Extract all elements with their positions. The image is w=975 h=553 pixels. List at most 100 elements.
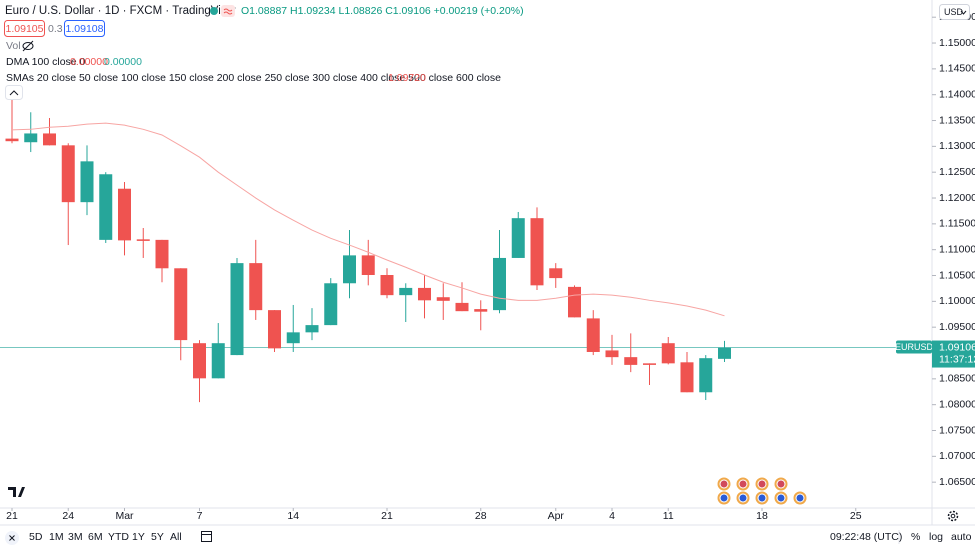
settings-icon[interactable] (947, 510, 959, 522)
buy-button[interactable] (64, 20, 105, 37)
candle-body (80, 161, 94, 203)
x-tick-label: Apr (548, 510, 565, 522)
auto-toggle[interactable]: auto (951, 531, 972, 543)
y-tick-label: 1.13500 (939, 114, 975, 126)
candle-body (605, 350, 619, 358)
sell-button[interactable] (4, 20, 45, 37)
candle-body (455, 302, 469, 312)
candle-body (61, 145, 75, 203)
candle-body (324, 283, 338, 326)
y-tick-label: 1.11000 (939, 243, 975, 255)
spread: 0.3 (48, 23, 63, 35)
x-tick-label: 21 (381, 510, 393, 522)
range-button[interactable]: 3M (68, 531, 83, 543)
sma-value: 1.09720 (388, 72, 426, 84)
symbol-label: EURUSD (895, 342, 934, 352)
x-tick-label: 24 (62, 510, 74, 522)
candle-body (474, 309, 488, 312)
data-status (221, 5, 235, 17)
candle-body (399, 287, 413, 296)
candle-body (718, 347, 731, 359)
candle-body (493, 257, 506, 311)
y-tick-label: 1.13000 (939, 140, 975, 152)
candle-body (643, 363, 656, 365)
range-button[interactable]: 1M (49, 531, 64, 543)
x-tick-label: 4 (609, 510, 615, 522)
buy-price[interactable]: 1.09108 (66, 23, 104, 35)
symbol-title: Euro / U.S. Dollar · 1D · FXCM · Trading… (5, 5, 236, 17)
candle-body (586, 318, 600, 352)
events[interactable] (717, 477, 807, 505)
dropdown-icon (960, 10, 967, 15)
currency[interactable]: USD (944, 7, 964, 17)
candle-body (174, 268, 188, 341)
date-range-icon[interactable] (201, 531, 212, 542)
x-tick-label: Mar (115, 510, 134, 522)
candle-body (268, 310, 281, 349)
range-button[interactable]: YTD (108, 531, 129, 543)
candle-body (680, 362, 694, 393)
percent-toggle[interactable]: % (911, 531, 920, 543)
dma-value: 0.00000 (70, 56, 108, 68)
hide-icon[interactable] (22, 40, 34, 52)
dma-label: DMA 100 close 0 (6, 56, 86, 68)
close-button[interactable] (5, 531, 19, 545)
candle-body (230, 263, 244, 356)
x-tick-label: 25 (850, 510, 862, 522)
dma-value: 0.00000 (104, 56, 142, 68)
x-tick-label: 7 (197, 510, 203, 522)
candle-body (305, 325, 319, 333)
y-tick-label: 1.12000 (939, 192, 975, 204)
y-tick-label: 1.07500 (939, 424, 975, 436)
x-tick-label: 18 (756, 510, 768, 522)
candle-body (661, 343, 675, 364)
collapse-button[interactable] (5, 85, 23, 100)
candle-body (511, 218, 525, 258)
y-tick-label: 1.14500 (939, 63, 975, 75)
range-button[interactable]: 1Y (132, 531, 145, 543)
candle-body (24, 133, 38, 143)
sell-price[interactable]: 1.09105 (6, 23, 44, 35)
y-tick-label: 1.12500 (939, 166, 975, 178)
candle-body (361, 255, 375, 276)
clock[interactable]: 09:22:48 (UTC) (830, 531, 902, 543)
candle-body (549, 268, 563, 279)
countdown: 11:37:12 (939, 353, 975, 365)
candle-body (155, 239, 169, 269)
y-tick-label: 1.15000 (939, 37, 975, 49)
candle-body (5, 138, 19, 142)
candle-body (568, 286, 581, 318)
sma-line (11, 122, 725, 317)
x-tick-label: 11 (663, 510, 674, 522)
candle-body (530, 218, 544, 286)
range-button[interactable]: All (170, 531, 182, 543)
range-button[interactable]: 5D (29, 531, 43, 543)
candle-body (118, 188, 131, 241)
logo (8, 487, 25, 497)
y-tick-label: 1.09500 (939, 321, 975, 333)
market-status (210, 7, 218, 15)
candle-body (193, 343, 206, 379)
candle-body (436, 297, 450, 301)
range-buttons: 5D 1M 3M 6M YTD 1Y 5Y All (29, 531, 182, 543)
x-tick-label: 21 (6, 510, 18, 522)
log-toggle[interactable]: log (929, 531, 943, 543)
y-tick-label: 1.08000 (939, 398, 975, 410)
candle-body (211, 343, 225, 379)
y-tick-label: 1.10000 (939, 295, 975, 307)
candle-body (699, 358, 713, 393)
smas-label: SMAs 20 close 50 close 100 close 150 clo… (6, 72, 501, 84)
y-tick-label: 1.14000 (939, 88, 975, 100)
vol-label: Vol (6, 40, 21, 52)
range-button[interactable]: 5Y (151, 531, 164, 543)
price-label: 1.09106 (939, 341, 975, 353)
plot: 1.065001.070001.075001.080001.085001.090… (0, 11, 975, 522)
candle-body (380, 275, 394, 296)
x-tick-label: 14 (287, 510, 299, 522)
x-tick-label: 28 (475, 510, 487, 522)
currency-button[interactable] (939, 4, 970, 20)
ohlc-values: O1.08887 H1.09234 L1.08826 C1.09106 +0.0… (241, 5, 524, 17)
range-button[interactable]: 6M (88, 531, 103, 543)
